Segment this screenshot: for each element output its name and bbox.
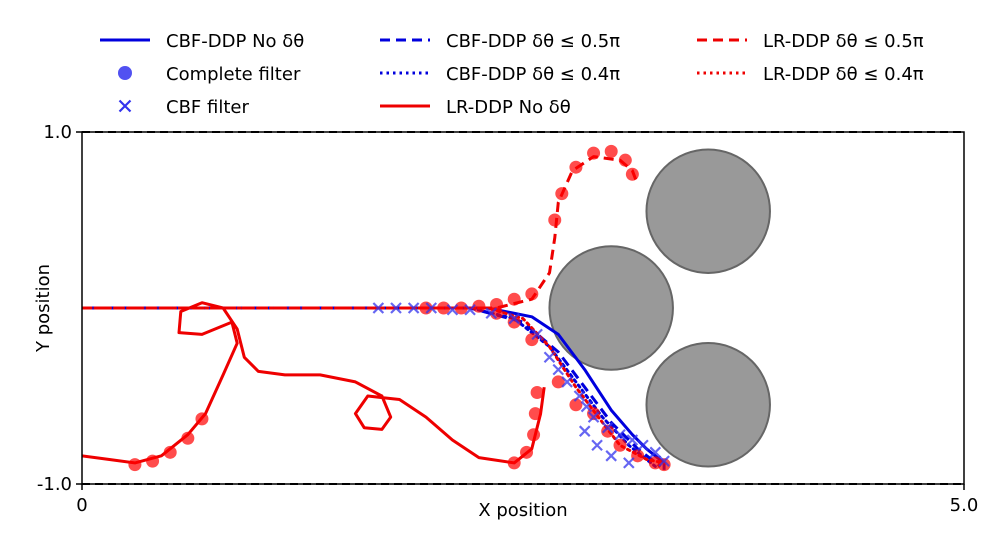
obstacles — [548, 148, 771, 468]
cbf-filter-point — [614, 428, 626, 441]
x-tick-label: 0 — [76, 495, 87, 516]
complete-filter-point — [601, 424, 615, 438]
complete-filter-point — [507, 456, 521, 470]
cbf-filter-point — [390, 302, 402, 314]
y-tick-label: -1.0 — [37, 474, 72, 495]
complete-filter-point — [163, 445, 177, 459]
cbf-filter-point — [573, 390, 586, 402]
cbf-filter-point — [637, 439, 649, 452]
cbf-filter-point — [407, 302, 420, 314]
legend-swatch — [118, 66, 132, 80]
legend: CBF-DDP No δθ Complete filter CBF filter CB… — [100, 31, 924, 118]
complete-filter-point — [613, 438, 627, 452]
legend-label: CBF-DDP δθ ≤ 0.5π — [446, 31, 620, 52]
complete-filter-point — [454, 301, 468, 315]
legend-entry-cbf-filter: CBF filter — [118, 97, 249, 118]
complete-filter-point — [181, 431, 195, 445]
obstacle-2 — [548, 245, 674, 371]
complete-filter-point — [625, 167, 639, 181]
legend-label: Complete filter — [166, 64, 301, 85]
complete-filter-point — [530, 385, 544, 399]
cbf-filter-point — [464, 303, 476, 316]
complete-filter-point — [520, 445, 534, 459]
cbf-filter-point — [587, 411, 600, 423]
complete-filter-point — [551, 375, 565, 389]
cbf-filter-point — [591, 439, 603, 452]
legend-label: CBF-DDP δθ ≤ 0.4π — [446, 64, 620, 85]
filter-markers — [128, 144, 671, 472]
complete-filter-point — [631, 449, 645, 463]
plot-area — [81, 131, 965, 485]
legend-label: LR-DDP No δθ — [446, 97, 571, 118]
legend-entry-lr-ddp-no: LR-DDP No δθ — [380, 97, 571, 118]
legend-label: CBF-DDP No δθ — [166, 31, 304, 52]
legend-entry-cbf-ddp-0-5: CBF-DDP δθ ≤ 0.5π — [380, 31, 620, 52]
complete-filter-point — [569, 398, 583, 412]
x-axis-label: X position — [478, 500, 567, 521]
legend-entry-cbf-ddp-0-4: CBF-DDP δθ ≤ 0.4π — [380, 64, 620, 85]
complete-filter-point — [657, 458, 671, 472]
legend-label: LR-DDP δθ ≤ 0.4π — [763, 64, 924, 85]
legend-entry-lr-ddp-0-5: LR-DDP δθ ≤ 0.5π — [697, 31, 924, 52]
complete-filter-point — [472, 299, 486, 313]
cbf-filter-point — [658, 455, 670, 467]
cbf-filter-point — [531, 328, 543, 341]
complete-filter-point — [507, 292, 521, 306]
legend-entry-cbf-ddp-no: CBF-DDP No δθ — [100, 31, 304, 52]
cbf-filter-point — [601, 421, 614, 434]
cbf-filter-point — [623, 457, 635, 469]
obstacle-1 — [645, 148, 771, 274]
legend-label: LR-DDP δθ ≤ 0.5π — [763, 31, 924, 52]
obstacle-3 — [645, 342, 771, 468]
complete-filter-point — [555, 187, 569, 201]
complete-filter-point — [528, 407, 542, 421]
complete-filter-point — [569, 160, 583, 174]
cbf-filter-point — [578, 425, 591, 437]
complete-filter-point — [548, 213, 562, 227]
cbf-filter-point — [580, 400, 593, 413]
cbf-filter-point — [543, 351, 556, 364]
cbf-filter-point — [508, 312, 520, 325]
cbf-filter-point — [649, 446, 662, 459]
complete-filter-point — [195, 412, 209, 426]
cbf-filter-point — [485, 307, 498, 320]
complete-filter-point — [618, 153, 632, 167]
complete-filter-point — [527, 428, 541, 442]
cbf-filter-point — [561, 376, 573, 388]
legend-swatch — [118, 99, 132, 113]
complete-filter-point — [587, 146, 601, 160]
y-tick-label: 1.0 — [43, 122, 72, 143]
complete-filter-point — [437, 301, 451, 315]
complete-filter-point — [128, 458, 142, 472]
cbf-filter-point — [372, 302, 385, 314]
plot-frame — [81, 131, 965, 485]
cbf-filter-point — [626, 434, 639, 446]
legend-label: CBF filter — [166, 97, 249, 118]
cbf-filter-point — [446, 303, 459, 316]
y-axis-label: Y position — [33, 264, 54, 353]
complete-filter-point — [146, 454, 160, 468]
ticks: 0 5.0 1.0 -1.0 — [37, 122, 978, 516]
complete-filter-point — [507, 315, 521, 329]
legend-entry-lr-ddp-0-4: LR-DDP δθ ≤ 0.4π — [697, 64, 924, 85]
series-line-lr-ddp-no — [82, 301, 546, 465]
legend-entry-complete-filter: Complete filter — [118, 64, 301, 85]
cbf-filter-point — [605, 450, 617, 462]
complete-filter-point — [525, 287, 539, 301]
complete-filter-point — [604, 144, 618, 158]
cbf-filter-point — [425, 302, 438, 314]
x-tick-label: 5.0 — [950, 495, 979, 516]
cbf-filter-point — [552, 363, 565, 376]
